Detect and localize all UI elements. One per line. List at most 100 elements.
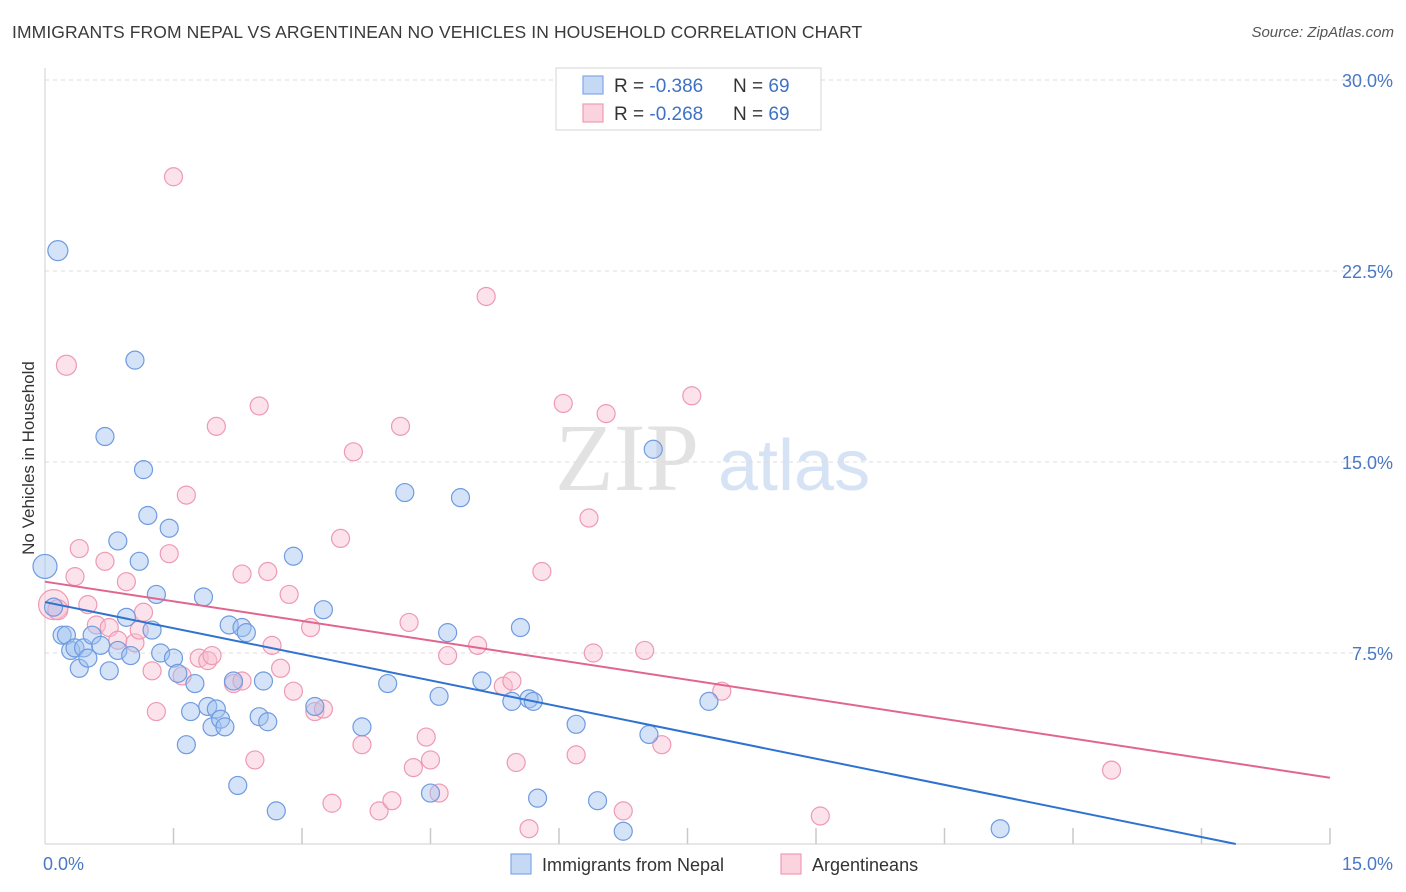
nepal-point: [133, 460, 154, 480]
nepal-point: [121, 645, 141, 666]
legend-n-value: 69: [768, 104, 789, 125]
argentinean-point: [390, 416, 411, 436]
argentinean-point: [532, 561, 552, 582]
argentinean-point: [163, 167, 184, 187]
argentinean-point: [1101, 760, 1122, 780]
argentinean-point: [262, 635, 282, 655]
nepal-point: [108, 640, 128, 661]
nepal-point: [129, 551, 149, 571]
legend-n-nepal: N = 69: [733, 76, 790, 97]
argentinean-point: [330, 528, 351, 549]
nepal-point: [108, 531, 128, 551]
legend-r-value: -0.268: [649, 104, 703, 125]
argentinean-point: [596, 404, 616, 424]
legend-row-nepal: R = -0.386: [614, 76, 703, 97]
argentinean-point: [249, 396, 269, 416]
nepal-point: [395, 482, 415, 503]
argentinean-point: [502, 671, 522, 691]
nepal-point: [228, 775, 248, 796]
nepal-point: [95, 426, 115, 447]
nepal-point: [151, 643, 171, 663]
bottom-legend-label-nepal: Immigrants from Nepal: [542, 855, 724, 875]
argentinean-point: [566, 745, 586, 765]
nepal-point: [206, 699, 226, 719]
bottom-legend-label-argentinean: Argentineans: [812, 855, 918, 875]
x-axis-tick-labels: 0.0% 15.0%: [43, 854, 1393, 874]
nepal-point: [32, 553, 58, 580]
legend-r-label: R =: [614, 76, 649, 97]
y-tick-label: 15.0%: [1342, 453, 1393, 473]
watermark-atlas: atlas: [718, 426, 870, 506]
nepal-point: [352, 717, 372, 737]
trend-lines: [44, 580, 1331, 845]
legend-n-label: N =: [733, 104, 768, 125]
argentinean-point: [382, 791, 402, 811]
bottom-legend-swatch-argentinean: [780, 853, 802, 875]
legend-n-label: N =: [733, 76, 768, 97]
argentinean-point: [652, 735, 672, 755]
argentinean-point: [553, 393, 573, 414]
legend-r-label: R =: [614, 104, 649, 125]
argentinean-point: [258, 561, 278, 582]
nepal-point: [78, 648, 98, 668]
argentinean-point: [343, 442, 363, 462]
x-axis-ticks: [172, 828, 1331, 844]
nepal-point: [990, 819, 1010, 839]
nepal-point: [193, 587, 214, 607]
argentinean-point: [206, 416, 226, 436]
nepal-point: [168, 663, 188, 683]
argentinean-point: [352, 735, 372, 755]
nepal-point: [138, 505, 158, 526]
chart-title: IMMIGRANTS FROM NEPAL VS ARGENTINEAN NO …: [12, 22, 863, 42]
argentinean-point: [416, 727, 436, 747]
nepal-point: [699, 691, 719, 711]
nepal-point: [566, 714, 586, 734]
argentinean-point: [69, 538, 89, 559]
nepal-point: [266, 801, 286, 821]
nepal-point: [283, 546, 304, 566]
nepal-point: [43, 597, 64, 617]
nepal-point: [258, 712, 278, 732]
argentinean-point: [399, 612, 419, 633]
y-tick-label: 7.5%: [1352, 644, 1393, 664]
argentinean-point: [506, 752, 526, 773]
argentinean-point: [270, 658, 291, 678]
trend-line-argentinean: [44, 580, 1331, 779]
argentinean-point: [369, 801, 389, 821]
nepal-point: [181, 701, 201, 722]
x-tick-label-max: 15.0%: [1342, 854, 1393, 874]
argentinean-point: [712, 681, 732, 701]
argentinean-point: [682, 386, 702, 406]
argentinean-point: [95, 551, 115, 571]
legend-n-value: 69: [768, 76, 789, 97]
nepal-point: [587, 791, 608, 811]
legend-swatch-argentinean: [582, 103, 604, 123]
argentinean-point: [279, 584, 299, 605]
argentinean-point: [116, 572, 136, 592]
argentinean-point: [322, 793, 342, 813]
nepal-point: [215, 717, 235, 737]
nepal-point: [438, 623, 458, 643]
nepal-point: [223, 671, 244, 691]
argentinean-point: [403, 757, 423, 778]
nepal-point: [643, 439, 663, 459]
correlation-legend: R = -0.386 N = 69 R = -0.268 N = 69: [555, 67, 822, 131]
argentinean-point: [55, 354, 78, 376]
nepal-point: [253, 671, 274, 691]
nepal-point: [159, 518, 179, 538]
nepal-point: [125, 350, 145, 370]
nepal-point: [450, 488, 471, 508]
argentinean-point: [420, 750, 441, 770]
x-tick-label-min: 0.0%: [43, 854, 84, 874]
nepal-point: [472, 671, 492, 691]
y-axis-tick-labels: 7.5% 15.0% 22.5% 30.0%: [1342, 71, 1393, 664]
legend-r-value: -0.386: [649, 76, 703, 97]
nepal-point: [613, 821, 633, 841]
trend-line-nepal: [44, 601, 1236, 845]
argentinean-point: [245, 750, 265, 770]
nepal-point: [313, 600, 334, 620]
argentinean-point: [202, 645, 222, 666]
bottom-legend-swatch-nepal: [510, 853, 532, 875]
argentinean-point: [810, 806, 830, 826]
series-argentineans: [37, 167, 1122, 839]
